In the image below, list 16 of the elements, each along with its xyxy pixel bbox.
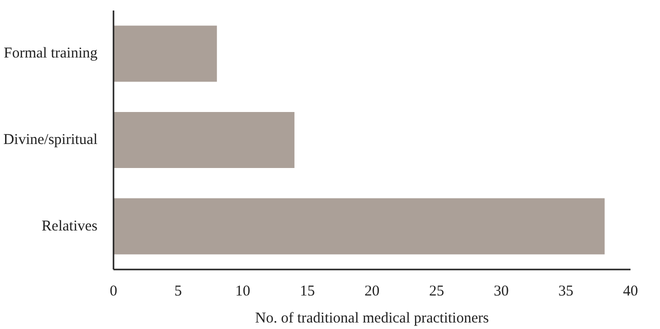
x-tick-label: 0 (110, 284, 118, 300)
x-tick-label: 20 (364, 284, 380, 300)
y-tick-label: Divine/spiritual (3, 132, 98, 148)
bar (114, 198, 605, 254)
x-tick-label: 30 (494, 284, 509, 300)
x-tick-label: 35 (558, 284, 574, 300)
x-tick-label: 10 (235, 284, 250, 300)
x-tick-label: 25 (429, 284, 444, 300)
bar (114, 26, 217, 82)
bar (114, 112, 294, 168)
x-tick-label: 5 (174, 284, 182, 300)
x-tick-label: 40 (623, 284, 638, 300)
x-tick-label: 15 (300, 284, 315, 300)
y-tick-label: Relatives (42, 218, 98, 234)
y-tick-label: Formal training (4, 46, 98, 62)
x-axis-title: No. of traditional medical practitioners (255, 310, 489, 326)
